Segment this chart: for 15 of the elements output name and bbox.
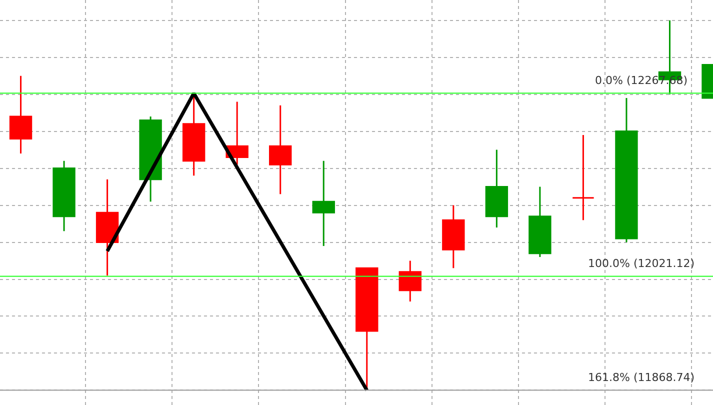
candlestick — [96, 178, 119, 276]
annotation: 161.8% (11868.74) — [588, 371, 695, 384]
candlestick — [442, 204, 465, 269]
candlestick — [139, 116, 162, 202]
candlestick — [485, 149, 508, 228]
candlestick — [9, 75, 32, 154]
candlestick — [269, 104, 292, 195]
candlestick — [312, 160, 335, 247]
candlestick — [226, 100, 248, 166]
candlestick — [52, 160, 76, 232]
candlestick — [398, 260, 422, 302]
candlestick — [528, 186, 552, 258]
candlestick — [572, 134, 595, 221]
candlestick — [615, 97, 638, 244]
annotation: 100.0% (12021.12) — [588, 257, 695, 270]
